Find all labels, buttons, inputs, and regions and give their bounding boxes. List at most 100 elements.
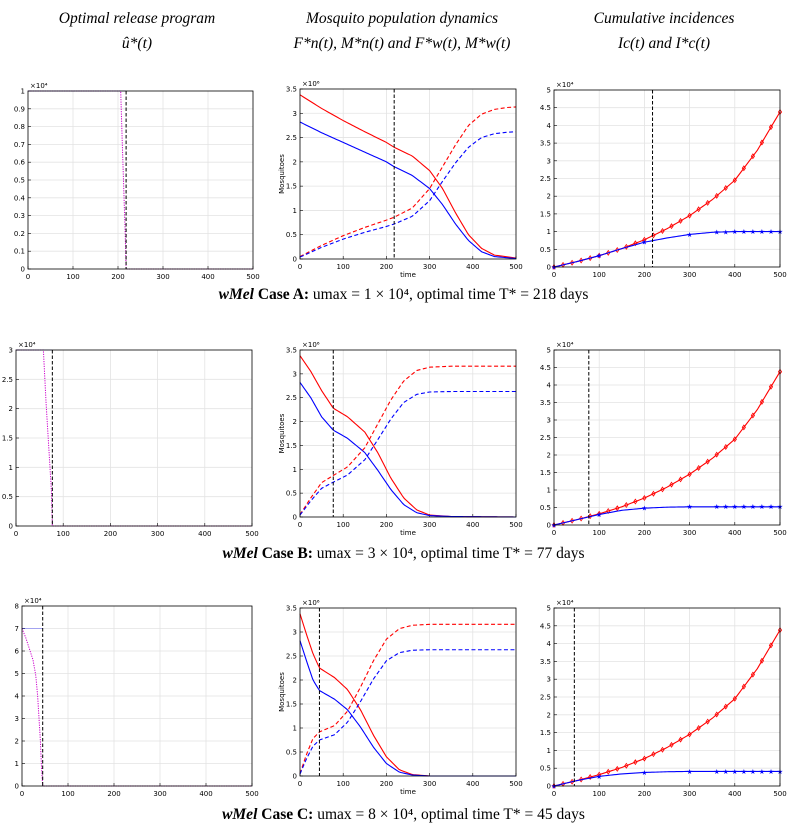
marker-star: ★ (686, 503, 692, 511)
y-tick-label: 2 (547, 452, 551, 460)
y-tick-label: 0.4 (14, 194, 26, 202)
header-release: Optimal release program û*(t) (7, 6, 267, 56)
y-axis-label: Mosquitoes (278, 672, 286, 712)
marker-star: ★ (723, 503, 729, 511)
x-tick-label: 300 (423, 263, 436, 271)
x-tick-label: 400 (466, 521, 479, 529)
y-tick-label: 4.5 (540, 622, 551, 630)
x-tick-label: 200 (380, 780, 393, 788)
plot-frame (21, 605, 253, 787)
plot-frame (553, 349, 781, 526)
x-tick-label: 100 (337, 263, 350, 271)
y-tick-label: 5 (547, 347, 551, 355)
marker-diamond (714, 192, 719, 199)
marker-star: ★ (723, 768, 729, 776)
y-tick-label: 5 (547, 87, 551, 95)
marker-diamond (633, 759, 638, 766)
x-tick-label: 100 (66, 273, 79, 281)
marker-diamond (651, 490, 656, 497)
axis-exponent: ×10⁴ (556, 599, 574, 607)
y-tick-label: 3 (293, 370, 297, 378)
marker-diamond (660, 746, 665, 753)
x-tick-label: 500 (773, 529, 786, 537)
marker-diamond (723, 185, 728, 192)
marker-diamond (705, 199, 710, 206)
marker-star: ★ (759, 503, 765, 511)
x-tick-label: 400 (728, 271, 741, 279)
marker-diamond (714, 711, 719, 718)
y-tick-label: 1.5 (286, 183, 297, 191)
marker-diamond (768, 124, 774, 131)
axis-exponent: ×10⁶ (302, 341, 320, 349)
y-tick-label: 2 (9, 405, 13, 413)
y-tick-label: 1 (21, 88, 25, 96)
marker-diamond (669, 741, 674, 748)
marker-diamond (687, 471, 692, 478)
marker-diamond (723, 703, 728, 710)
marker-star: ★ (759, 228, 765, 236)
y-tick-label: 1 (547, 487, 551, 495)
series-istarc-line (553, 770, 780, 787)
x-tick-label: 400 (728, 790, 741, 798)
y-tick-label: 2.5 (286, 653, 297, 661)
x-tick-label: 0 (552, 529, 556, 537)
marker-diamond (678, 476, 683, 483)
x-tick-label: 100 (337, 521, 350, 529)
x-tick-label: 0 (298, 780, 302, 788)
marker-diamond (741, 683, 746, 690)
y-tick-label: 0.6 (14, 159, 26, 167)
marker-diamond (606, 768, 611, 775)
x-tick-label: 300 (156, 273, 169, 281)
series-istarc-line (553, 231, 780, 268)
axis-exponent: ×10⁶ (302, 599, 320, 607)
axis-exponent: ×10⁶ (302, 80, 320, 88)
marker-diamond (768, 383, 774, 390)
x-tick-label: 300 (423, 521, 436, 529)
series-mn-line (299, 382, 517, 518)
x-tick-label: 200 (107, 790, 120, 798)
y-tick-label: 0.9 (14, 105, 25, 113)
marker-star: ★ (714, 768, 720, 776)
marker-diamond (705, 458, 710, 465)
marker-star: ★ (686, 231, 692, 239)
marker-diamond (678, 217, 683, 224)
marker-star: ★ (732, 503, 738, 511)
marker-diamond (687, 731, 692, 738)
y-tick-label: 3 (9, 347, 13, 355)
plot-frame (299, 88, 517, 260)
marker-diamond (579, 515, 584, 522)
marker-diamond (615, 765, 620, 772)
x-tick-label: 200 (380, 263, 393, 271)
y-tick-label: 1 (15, 760, 19, 768)
y-tick-label: 4 (547, 640, 552, 648)
marker-diamond (642, 755, 647, 762)
y-tick-label: 1.5 (2, 435, 13, 443)
marker-star: ★ (768, 768, 774, 776)
series-fw-line (299, 623, 516, 774)
marker-diamond (705, 718, 710, 725)
marker-diamond (597, 510, 602, 517)
x-tick-label: 500 (773, 790, 786, 798)
plot-frame (299, 349, 517, 518)
y-tick-label: 2 (547, 711, 551, 719)
x-tick-label: 400 (201, 273, 214, 281)
marker-star: ★ (551, 521, 557, 529)
x-axis-label: time (400, 529, 416, 537)
y-tick-label: 0.5 (540, 504, 551, 512)
marker-diamond (732, 436, 737, 443)
x-tick-label: 200 (380, 521, 393, 529)
y-tick-label: 0.7 (14, 141, 25, 149)
marker-diamond (633, 498, 638, 505)
marker-star: ★ (741, 503, 747, 511)
series-istarc-line (553, 506, 780, 526)
x-tick-label: 200 (638, 790, 651, 798)
series-fn-line (299, 94, 517, 259)
marker-diamond (741, 165, 746, 172)
y-tick-label: 3.5 (286, 605, 297, 613)
y-tick-label: 2 (293, 418, 297, 426)
x-tick-label: 400 (728, 529, 741, 537)
marker-star: ★ (714, 503, 720, 511)
y-tick-label: 6 (15, 648, 20, 656)
y-tick-label: 1 (9, 464, 13, 472)
series-fw-line (299, 106, 517, 258)
